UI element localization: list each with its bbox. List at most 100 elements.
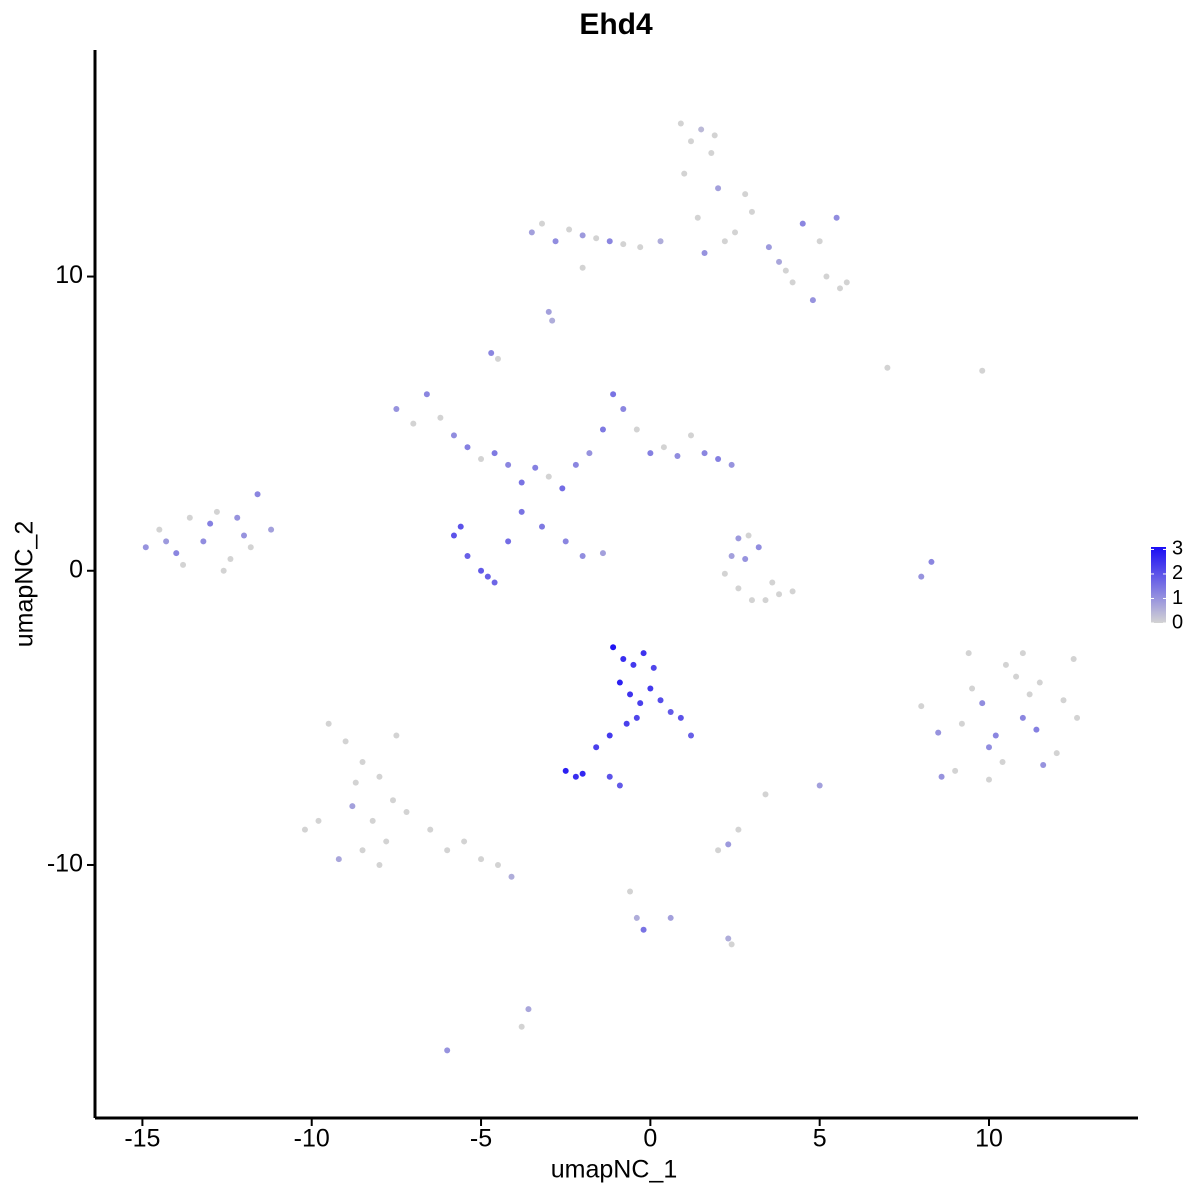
cell-point	[816, 238, 823, 245]
cell-point	[1036, 679, 1043, 686]
cell-point	[552, 238, 559, 245]
cell-point	[715, 847, 722, 854]
y-tick-label: 0	[69, 555, 83, 583]
cell-point	[491, 579, 498, 586]
cell-point	[688, 732, 694, 739]
cell-point	[958, 720, 965, 727]
cell-point	[837, 285, 843, 292]
cell-point	[180, 561, 187, 568]
cell-point	[349, 803, 356, 810]
cell-point	[545, 473, 552, 480]
cell-point	[688, 432, 694, 439]
cell-point	[938, 773, 945, 780]
cell-point	[884, 364, 891, 371]
colorbar-label: 0	[1172, 611, 1183, 633]
cell-point	[403, 809, 410, 816]
cell-point	[725, 841, 732, 848]
cell-point	[928, 558, 935, 565]
cell-point	[782, 267, 789, 274]
cell-point	[156, 526, 163, 533]
cell-point	[728, 553, 735, 560]
cell-point	[437, 414, 444, 421]
cell-point	[627, 888, 634, 895]
cell-point	[505, 461, 512, 468]
cell-point	[708, 149, 715, 156]
cell-point	[979, 700, 986, 707]
cell-point	[677, 120, 684, 127]
cell-point	[701, 250, 708, 257]
cell-point	[301, 826, 308, 833]
cell-point	[518, 508, 525, 515]
cell-point	[640, 926, 647, 933]
cell-point	[620, 241, 627, 248]
cell-point	[142, 544, 149, 551]
cell-point	[667, 708, 674, 715]
cell-point	[173, 550, 180, 557]
cell-point	[376, 773, 383, 780]
cell-point	[559, 485, 566, 492]
cell-point	[342, 738, 349, 745]
cell-point	[935, 729, 942, 736]
cell-point	[234, 514, 241, 521]
cell-point	[393, 732, 400, 739]
cell-point	[762, 597, 769, 604]
cell-point	[809, 297, 816, 304]
colorbar-label: 1	[1172, 587, 1183, 609]
cell-point	[660, 444, 667, 451]
cell-point	[390, 797, 396, 804]
cell-point	[776, 258, 783, 265]
cell-point	[735, 535, 742, 542]
cell-point	[359, 759, 366, 765]
cell-point	[444, 1047, 451, 1054]
cell-point	[650, 664, 657, 671]
cell-point	[545, 308, 552, 315]
colorbar	[1151, 547, 1166, 623]
cell-point	[528, 229, 535, 236]
cell-point	[637, 700, 644, 707]
cell-point	[725, 935, 732, 942]
cell-point	[450, 432, 457, 439]
cell-point	[352, 779, 359, 786]
cell-point	[444, 847, 451, 854]
cell-point	[728, 461, 735, 468]
cell-point	[647, 450, 654, 457]
cell-point	[657, 238, 664, 245]
cell-point	[765, 244, 772, 251]
cell-point	[640, 650, 647, 657]
cell-point	[464, 444, 471, 451]
cell-point	[728, 941, 735, 948]
cell-point	[213, 508, 220, 515]
cell-point	[715, 185, 722, 192]
cell-point	[633, 714, 640, 721]
cell-point	[986, 776, 992, 783]
cell-point	[325, 720, 332, 727]
cell-point	[423, 391, 430, 398]
cell-point	[1019, 650, 1026, 657]
cell-point	[241, 532, 247, 539]
cell-point	[593, 744, 600, 751]
cell-point	[698, 126, 705, 133]
cell-point	[393, 405, 400, 412]
cell-point	[755, 544, 762, 551]
cell-point	[1053, 750, 1060, 757]
cell-point	[359, 847, 366, 854]
cell-point	[572, 461, 579, 468]
cell-point	[748, 597, 755, 604]
cell-point	[1013, 673, 1020, 680]
cell-point	[186, 514, 193, 521]
cell-point	[539, 220, 545, 227]
cell-point	[1026, 691, 1033, 698]
cell-point	[579, 264, 586, 271]
cell-point	[701, 450, 708, 457]
cell-point	[742, 555, 749, 562]
cell-point	[1074, 714, 1081, 721]
cell-point	[667, 914, 674, 921]
cell-point	[532, 464, 539, 471]
cell-point	[461, 838, 468, 845]
cell-point	[610, 644, 617, 651]
cell-point	[633, 914, 640, 921]
cell-point	[586, 450, 593, 457]
cell-point	[525, 1006, 532, 1013]
cell-point	[721, 238, 728, 245]
cell-point	[637, 244, 644, 251]
